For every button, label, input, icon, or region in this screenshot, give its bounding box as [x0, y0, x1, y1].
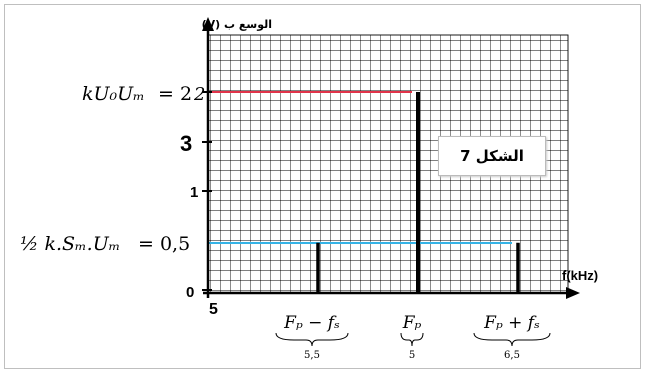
x-bracket-label-right: Fₚ + fₛ [483, 313, 540, 333]
y-axis-arrow [202, 17, 214, 31]
figure-frame [4, 4, 641, 369]
figure-label-box: الشكل 7 [438, 136, 546, 176]
y-axis-label: الوسع ب (V) [202, 18, 272, 31]
x-bracket-sub-mid: 5 [409, 350, 415, 361]
x-brace-left [275, 332, 349, 347]
x-brace-right [473, 332, 551, 347]
ref-label-05-rhs: = 0,5 [138, 233, 190, 255]
x-axis-arrow [566, 287, 580, 299]
y-tick-label-1: 1 [190, 184, 198, 201]
x-brace-mid [400, 332, 424, 347]
y-tick-label-0: 0 [186, 284, 194, 301]
ref-label-2-rhs: = 2 [158, 83, 192, 105]
x-bracket-label-left: Fₚ − fₛ [283, 313, 340, 333]
x-bracket-sub-right: 6,5 [504, 350, 520, 361]
figure-label: الشكل 7 [460, 147, 524, 165]
x-bracket-sub-left: 5,5 [304, 350, 320, 361]
ref-label-05-lhs: ½ k.Sₘ.Uₘ [20, 233, 120, 255]
ref-label-2-lhs: kU₀Uₘ [82, 83, 145, 105]
x-axis-label: f(kHz) [562, 268, 598, 283]
x-bracket-label-mid: Fₚ [402, 313, 422, 333]
y-tick-label-3: 3 [180, 131, 192, 156]
y-tick-label-2: 2 [193, 84, 205, 105]
x-origin-label: 5 [209, 301, 218, 318]
